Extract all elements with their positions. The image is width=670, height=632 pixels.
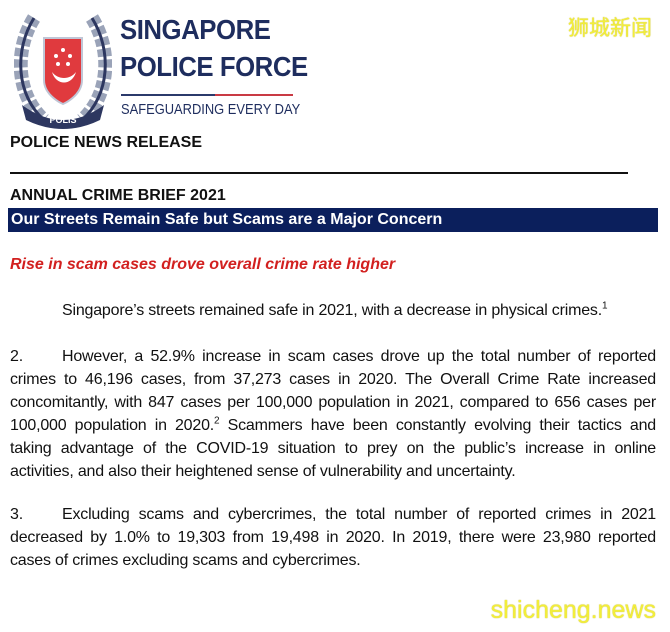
- watermark-top-right: 狮城新闻: [568, 17, 652, 40]
- police-emblem-logo: POLIS: [14, 14, 112, 129]
- brand-tagline: SAFEGUARDING EVERY DAY: [121, 101, 301, 118]
- divider: [10, 172, 628, 174]
- subheading: Rise in scam cases drove overall crime r…: [10, 256, 396, 273]
- release-label: POLICE NEWS RELEASE: [10, 134, 203, 151]
- brand-name-line1: SINGAPORE: [120, 14, 271, 45]
- footnote-ref: 1: [601, 300, 608, 312]
- footnote-ref: 2: [214, 415, 220, 427]
- paragraph-number: 2.: [10, 348, 23, 365]
- brand-rule-red: [215, 94, 293, 96]
- brand-rule-navy: [121, 94, 216, 96]
- paragraph-text: Excluding scams and cybercrimes, the tot…: [10, 506, 656, 569]
- paragraph-text-cont: Scammers have been constantly evolving t…: [10, 417, 657, 480]
- headline-banner: Our Streets Remain Safe but Scams are a …: [8, 208, 658, 232]
- paragraph-text: Singapore’s streets remained safe in 202…: [62, 302, 602, 319]
- paragraph-3: 3. Excluding scams and cybercrimes, the t…: [10, 503, 656, 572]
- emblem-text: POLIS: [49, 115, 76, 125]
- watermark-bottom: shicheng.news: [490, 596, 656, 624]
- paragraph-text: However, a 52.9% increase in scam cases …: [10, 348, 656, 434]
- paragraph-number: 3.: [10, 506, 23, 523]
- paragraph-1: Singapore’s streets remained safe in 202…: [10, 299, 656, 322]
- paragraph-2: 2. However, a 52.9% increase in scam case…: [10, 345, 656, 483]
- brief-title: ANNUAL CRIME BRIEF 2021: [10, 187, 226, 204]
- brand-name-line2: POLICE FORCE: [120, 51, 308, 82]
